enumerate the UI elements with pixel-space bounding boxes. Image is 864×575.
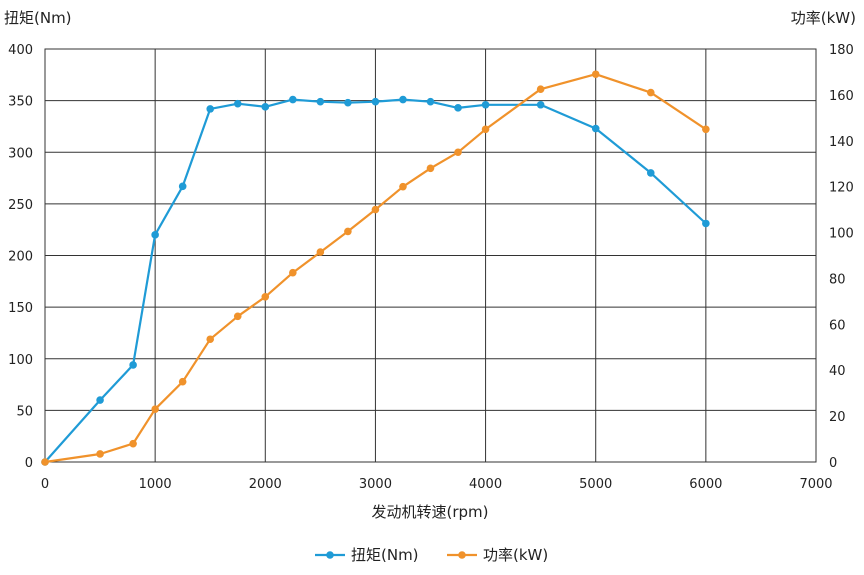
data-point [399,182,407,191]
series-torque [41,95,710,466]
legend-label: 扭矩(Nm) [351,546,419,564]
series-line [44,98,707,463]
right-y-tick-label: 180 [829,43,854,58]
legend-marker [326,551,334,559]
data-point [316,97,325,106]
data-point [206,105,215,113]
data-point [536,100,545,109]
data-point [454,104,462,112]
data-point [233,99,242,108]
right-y-tick-label: 100 [829,227,854,242]
data-point [96,450,104,458]
data-point [481,100,490,109]
x-tick-label: 7000 [799,477,832,492]
left-y-tick-label: 50 [16,404,33,419]
x-axis-ticks: 0 1000 2000 3000 4000 5000 6000 7000 [41,477,833,492]
data-point [178,377,187,386]
x-tick-label: 4000 [469,477,502,492]
grid [44,48,817,463]
left-y-tick-label: 200 [8,250,33,265]
data-point [344,98,352,107]
data-point [454,148,462,157]
data-point [536,85,545,93]
series-line [44,73,707,464]
data-point [129,439,137,448]
series-power [41,70,710,466]
x-tick-label: 0 [41,477,49,492]
left-y-tick-label: 100 [8,353,33,368]
data-point [289,268,297,277]
data-point [129,361,137,369]
data-point [646,88,655,97]
legend-item: 扭矩(Nm) [315,546,419,564]
data-point [646,169,655,177]
data-point [316,248,325,256]
data-point [591,124,600,133]
series-layer [41,70,710,466]
data-point [702,125,710,134]
data-point [151,405,159,414]
right-y-tick-label: 80 [829,272,846,287]
x-tick-label: 5000 [579,477,612,492]
legend-marker [458,551,466,559]
data-point [206,335,215,344]
data-point [426,164,435,173]
data-point [96,396,104,404]
right-y-tick-label: 20 [829,410,846,425]
data-point [178,182,187,191]
left-y-tick-label: 0 [25,456,33,471]
right-y-tick-label: 160 [829,89,854,104]
x-tick-label: 3000 [359,477,392,492]
data-point [591,70,600,79]
left-y-tick-label: 250 [8,198,33,213]
data-point [481,125,490,134]
data-point [261,103,270,111]
right-y-tick-label: 40 [829,364,846,379]
left-y-tick-label: 350 [8,95,33,110]
x-tick-label: 6000 [689,477,722,492]
data-point [702,219,710,228]
data-point [41,458,49,466]
x-tick-label: 2000 [249,477,282,492]
left-y-tick-label: 300 [8,146,33,161]
right-y-tick-label: 0 [829,456,837,471]
data-point [151,231,159,239]
data-point [344,227,352,236]
plot-frame [44,48,817,463]
data-point [371,205,380,214]
left-y-axis-ticks: 0 50 100 150 200 250 300 350 400 [8,43,33,471]
x-axis-title: 发动机转速(rpm) [371,503,488,521]
data-point [233,312,242,321]
x-tick-label: 1000 [139,477,172,492]
left-y-axis-title: 扭矩(Nm) [4,9,72,27]
data-point [289,95,297,104]
left-y-tick-label: 150 [8,301,33,316]
legend: 扭矩(Nm) 功率(kW) [315,546,548,564]
legend-label: 功率(kW) [483,546,548,564]
right-y-axis-ticks: 0 20 40 60 80 100 120 140 160 180 [829,43,854,471]
data-point [371,97,380,106]
right-y-axis-title: 功率(kW) [791,9,856,27]
left-y-tick-label: 400 [8,43,33,58]
data-point [399,95,407,104]
right-y-tick-label: 60 [829,318,846,333]
legend-item: 功率(kW) [447,546,548,564]
right-y-tick-label: 140 [829,135,854,150]
data-point [261,293,270,301]
data-point [426,97,435,106]
right-y-tick-label: 120 [829,181,854,196]
